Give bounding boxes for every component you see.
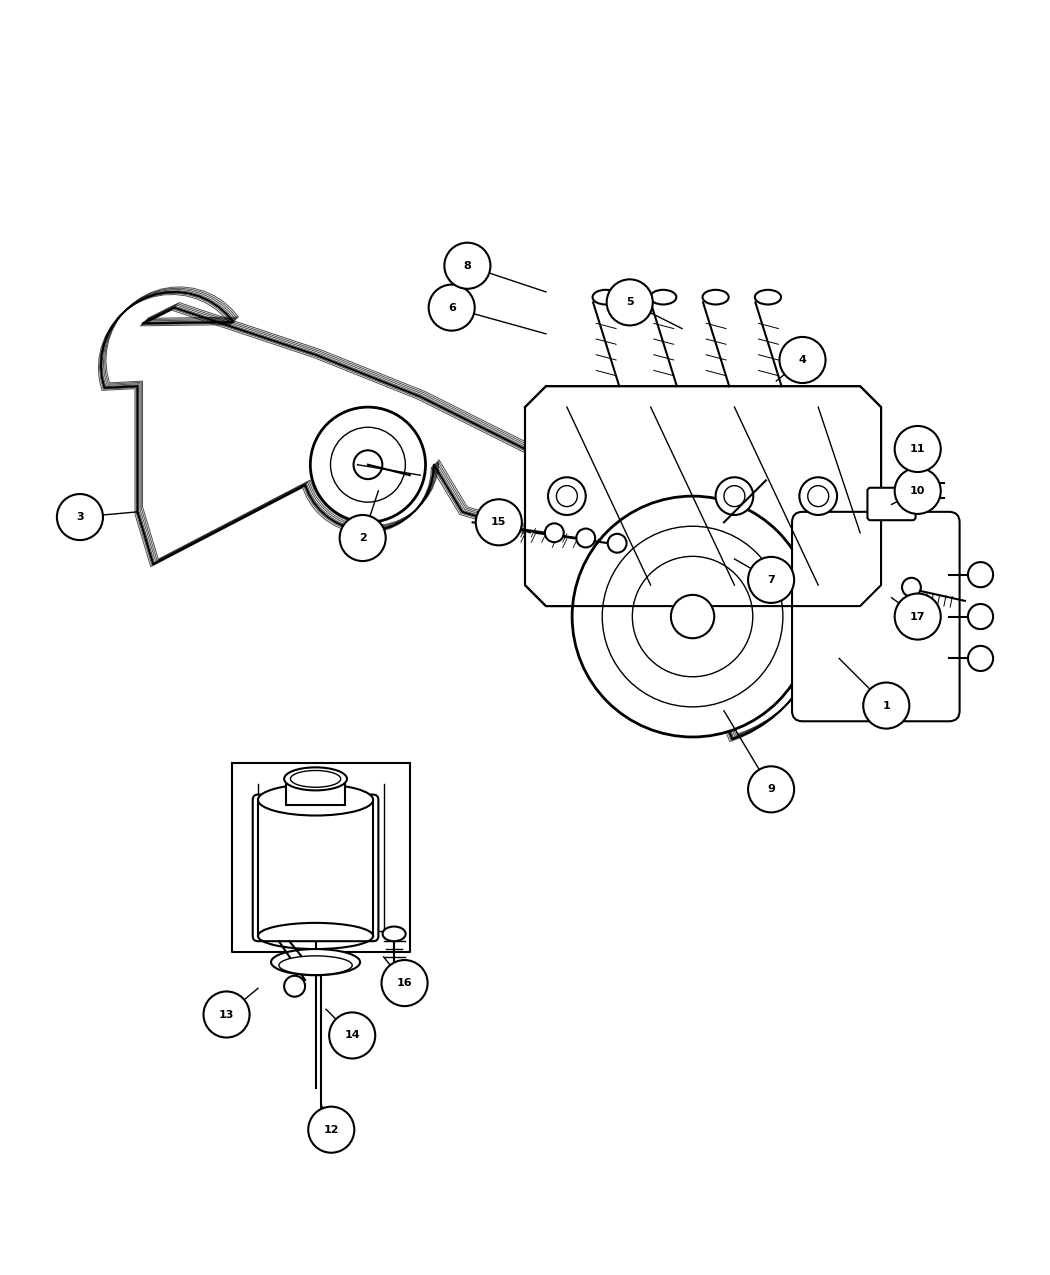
Circle shape: [895, 426, 941, 472]
Text: 4: 4: [799, 354, 806, 365]
Text: 11: 11: [910, 444, 925, 454]
FancyBboxPatch shape: [792, 511, 960, 722]
Circle shape: [309, 1107, 354, 1153]
Text: 14: 14: [344, 1030, 360, 1040]
Circle shape: [716, 477, 753, 515]
Circle shape: [311, 407, 425, 523]
Text: 13: 13: [218, 1010, 234, 1020]
Circle shape: [204, 992, 250, 1038]
Ellipse shape: [258, 784, 373, 816]
FancyBboxPatch shape: [867, 488, 916, 520]
Ellipse shape: [545, 523, 564, 542]
Text: 16: 16: [397, 978, 413, 988]
Text: 1: 1: [882, 700, 890, 710]
Circle shape: [895, 468, 941, 514]
Text: 5: 5: [626, 297, 633, 307]
Text: 9: 9: [768, 784, 775, 794]
Circle shape: [748, 557, 794, 603]
Polygon shape: [525, 386, 881, 606]
Ellipse shape: [902, 578, 921, 597]
Circle shape: [671, 595, 714, 639]
Ellipse shape: [755, 289, 781, 305]
Ellipse shape: [592, 289, 618, 305]
Circle shape: [968, 646, 993, 671]
Circle shape: [329, 1012, 375, 1058]
FancyBboxPatch shape: [253, 794, 378, 941]
Ellipse shape: [903, 491, 918, 506]
Circle shape: [428, 284, 475, 330]
Ellipse shape: [271, 949, 360, 975]
Text: 8: 8: [463, 260, 471, 270]
Circle shape: [968, 562, 993, 588]
Ellipse shape: [285, 768, 346, 790]
Circle shape: [381, 960, 427, 1006]
Circle shape: [607, 279, 653, 325]
Circle shape: [968, 604, 993, 629]
Ellipse shape: [650, 289, 676, 305]
Ellipse shape: [382, 927, 405, 941]
Circle shape: [476, 500, 522, 546]
Ellipse shape: [702, 289, 729, 305]
Circle shape: [339, 515, 385, 561]
Ellipse shape: [279, 956, 352, 974]
Circle shape: [572, 496, 813, 737]
Circle shape: [57, 493, 103, 541]
Ellipse shape: [903, 476, 918, 490]
Circle shape: [444, 242, 490, 288]
Text: 6: 6: [447, 302, 456, 312]
Text: 12: 12: [323, 1125, 339, 1135]
Ellipse shape: [608, 534, 627, 552]
Text: 7: 7: [768, 575, 775, 585]
Text: 15: 15: [491, 518, 506, 528]
Circle shape: [779, 337, 825, 382]
Circle shape: [548, 477, 586, 515]
Ellipse shape: [576, 529, 595, 547]
Circle shape: [285, 975, 306, 997]
Bar: [287, 779, 344, 805]
Circle shape: [748, 766, 794, 812]
Circle shape: [895, 594, 941, 640]
Text: 2: 2: [359, 533, 366, 543]
Text: 3: 3: [76, 513, 84, 521]
Circle shape: [354, 450, 382, 479]
Text: 17: 17: [910, 612, 925, 621]
Circle shape: [863, 682, 909, 728]
Circle shape: [799, 477, 837, 515]
Text: 10: 10: [910, 486, 925, 496]
